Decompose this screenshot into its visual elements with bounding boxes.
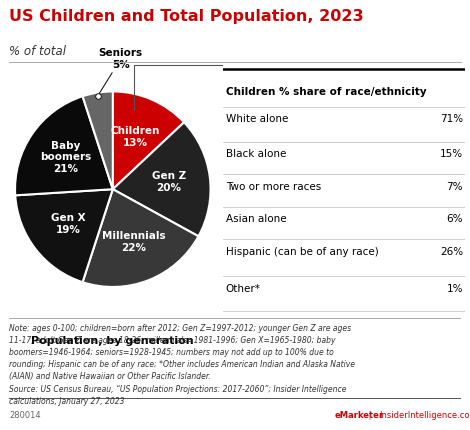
Text: Seniors
5%: Seniors 5% bbox=[99, 48, 143, 93]
Text: InsiderIntelligence.com: InsiderIntelligence.com bbox=[379, 411, 470, 420]
Text: Children % share of race/ethnicity: Children % share of race/ethnicity bbox=[226, 87, 426, 97]
Text: 6%: 6% bbox=[446, 214, 463, 224]
Text: Millennials
22%: Millennials 22% bbox=[102, 231, 165, 253]
Text: Population, by generation: Population, by generation bbox=[31, 336, 194, 346]
Text: 7%: 7% bbox=[446, 182, 463, 192]
Text: % of total: % of total bbox=[9, 45, 66, 58]
Text: Gen Z
20%: Gen Z 20% bbox=[152, 171, 186, 193]
Text: Children
13%: Children 13% bbox=[110, 126, 160, 148]
Text: 15%: 15% bbox=[440, 149, 463, 159]
Wedge shape bbox=[113, 122, 211, 236]
Text: White alone: White alone bbox=[226, 114, 288, 124]
Text: Black alone: Black alone bbox=[226, 149, 286, 159]
Text: Two or more races: Two or more races bbox=[226, 182, 321, 192]
Text: 280014: 280014 bbox=[9, 411, 41, 420]
Text: 71%: 71% bbox=[440, 114, 463, 124]
Text: 1%: 1% bbox=[446, 284, 463, 294]
Wedge shape bbox=[83, 92, 113, 189]
Text: Hispanic (can be of any race): Hispanic (can be of any race) bbox=[226, 246, 378, 257]
Text: US Children and Total Population, 2023: US Children and Total Population, 2023 bbox=[9, 9, 364, 24]
Text: Asian alone: Asian alone bbox=[226, 214, 286, 224]
Wedge shape bbox=[83, 189, 198, 287]
Text: 26%: 26% bbox=[440, 246, 463, 257]
Text: Note: ages 0-100; children=born after 2012; Gen Z=1997-2012; younger Gen Z are a: Note: ages 0-100; children=born after 20… bbox=[9, 324, 355, 405]
Text: eMarketer: eMarketer bbox=[334, 411, 384, 420]
Text: |: | bbox=[366, 411, 374, 420]
Text: Baby
boomers
21%: Baby boomers 21% bbox=[40, 141, 92, 174]
Wedge shape bbox=[113, 92, 184, 189]
Wedge shape bbox=[15, 96, 113, 195]
Text: Other*: Other* bbox=[226, 284, 260, 294]
Text: Gen X
19%: Gen X 19% bbox=[51, 213, 86, 235]
Wedge shape bbox=[15, 189, 113, 282]
